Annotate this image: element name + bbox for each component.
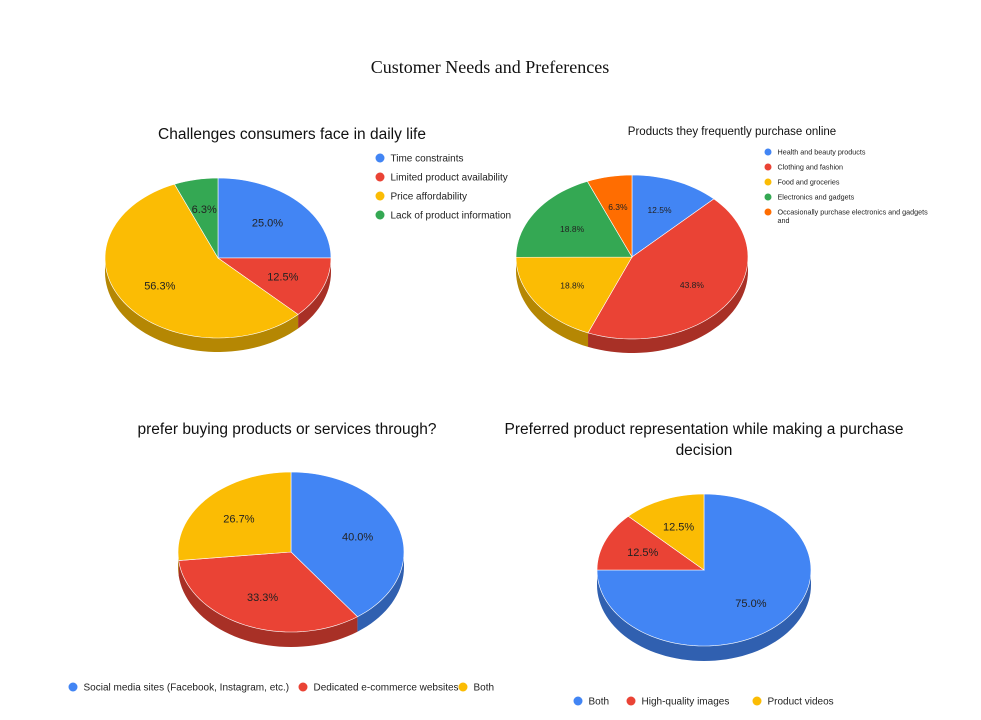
chart-4-title-line-2: decision xyxy=(676,442,733,459)
pie-slice-2 xyxy=(178,551,358,633)
legend-label-line: and xyxy=(778,216,790,225)
legend-item: Limited product availability xyxy=(375,172,508,184)
pie-slice-2 xyxy=(596,515,705,571)
pie-slice-5 xyxy=(586,174,633,259)
legend-swatch xyxy=(68,682,78,692)
legend-item: Both xyxy=(573,696,610,708)
pie-slice-1 xyxy=(217,177,332,259)
legend-swatch xyxy=(764,193,772,201)
legend-item: Electronics and gadgets xyxy=(764,193,855,202)
chart-2: 12.5% 43.8% 18.8% 18.8% 6.3% Health and beaut… xyxy=(515,148,929,353)
legend-label: High-quality images xyxy=(642,697,730,708)
legend-swatch xyxy=(458,682,468,692)
legend-label: Electronics and gadgets xyxy=(778,193,855,202)
pie-slice-2 xyxy=(217,257,332,315)
slice-data-label: 33.3% xyxy=(247,592,278,604)
legend-label: Social media sites (Facebook, Instagram,… xyxy=(84,683,290,694)
legend-label-line: Occasionally purchase electronics and ga… xyxy=(778,208,929,217)
legend-label: Clothing and fashion xyxy=(778,163,844,172)
legend-swatch xyxy=(375,191,385,201)
legend-item: Clothing and fashion xyxy=(764,163,844,172)
pie-slice-side xyxy=(357,552,404,632)
slice-data-label: 56.3% xyxy=(144,281,175,293)
pie-slice-4 xyxy=(515,180,633,258)
page-title: Customer Needs and Preferences xyxy=(371,57,609,77)
pie-slice-3 xyxy=(177,471,292,561)
legend-item: Social media sites (Facebook, Instagram,… xyxy=(68,682,290,694)
legend-swatch xyxy=(764,148,772,156)
slice-data-label: 12.5% xyxy=(627,547,658,559)
legend-swatch xyxy=(298,682,308,692)
legend-label: Time constraints xyxy=(391,154,464,165)
slice-data-label: 43.8% xyxy=(680,280,705,290)
chart-4-title-line-1: Preferred product representation while m… xyxy=(505,421,904,438)
legend-label: Product videos xyxy=(768,697,834,708)
pie-slice-3 xyxy=(627,493,705,571)
legend-label: Food and groceries xyxy=(778,178,840,187)
slice-data-label: 6.3% xyxy=(192,204,217,216)
chart-3-title: prefer buying products or services throu… xyxy=(138,421,437,438)
legend-label: Lack of product information xyxy=(391,211,512,222)
slice-data-label: 6.3% xyxy=(608,202,628,212)
legend-item: Both xyxy=(458,682,495,694)
legend-item: Lack of product information xyxy=(375,210,512,222)
legend-item: Health and beauty products xyxy=(764,148,866,157)
slice-data-label: 18.8% xyxy=(560,224,585,234)
legend-item: Price affordability xyxy=(375,191,468,203)
pie-slice-3 xyxy=(515,256,633,334)
legend-swatch xyxy=(375,210,385,220)
legend-label: Both xyxy=(589,697,610,708)
legend-item: Occasionally purchase electronics and ga… xyxy=(764,208,929,225)
chart-3: 40.0% 33.3% 26.7% Social media sites (Faceb… xyxy=(68,471,495,694)
slice-data-label: 12.5% xyxy=(663,521,694,533)
chart-4: 75.0% 12.5% 12.5% Both High-quality images Pr… xyxy=(573,493,834,708)
slice-data-label: 12.5% xyxy=(647,205,672,215)
legend-label: Price affordability xyxy=(391,192,468,203)
pie-slice-side xyxy=(516,257,589,347)
slice-data-label: 12.5% xyxy=(267,272,298,284)
chart-1: 25.0% 12.5% 56.3% 6.3% Time constraints Limit… xyxy=(104,153,512,352)
legend-item: High-quality images xyxy=(626,696,730,708)
legend-swatch xyxy=(573,696,583,706)
legend-item: Food and groceries xyxy=(764,178,840,187)
legend-label: Limited product availability xyxy=(391,173,508,184)
legend-swatch xyxy=(626,696,636,706)
slice-data-label: 26.7% xyxy=(223,514,254,526)
pie-slice-4 xyxy=(174,177,219,260)
pie-slice-1 xyxy=(290,471,405,618)
slice-data-label: 75.0% xyxy=(735,598,766,610)
pie-slice-2 xyxy=(587,198,749,340)
legend-swatch xyxy=(764,208,772,216)
pie-slice-side xyxy=(588,257,748,353)
legend-swatch xyxy=(375,172,385,182)
pie-slice-side xyxy=(597,570,811,661)
legend-item: Product videos xyxy=(752,696,834,708)
legend-item: Time constraints xyxy=(375,153,464,165)
legend-item: Dedicated e-commerce websites xyxy=(298,682,459,694)
legend-label: Both xyxy=(474,683,495,694)
legend-swatch xyxy=(375,153,385,163)
pie-slice-side xyxy=(105,258,299,352)
legend-swatch xyxy=(764,163,772,171)
pie-slice-1 xyxy=(631,174,715,258)
legend-label: Occasionally purchase electronics and ga… xyxy=(778,208,929,225)
legend-swatch xyxy=(764,178,772,186)
slice-data-label: 18.8% xyxy=(560,280,585,290)
pie-slice-side xyxy=(298,258,331,329)
legend-label: Health and beauty products xyxy=(778,148,866,157)
pie-slice-3 xyxy=(104,183,299,339)
chart-2-title: Products they frequently purchase online xyxy=(628,126,836,138)
chart-1-title: Challenges consumers face in daily life xyxy=(158,126,426,143)
legend-label: Dedicated e-commerce websites xyxy=(314,683,459,694)
pie-slice-side xyxy=(178,560,358,647)
slice-data-label: 25.0% xyxy=(252,218,283,230)
slice-data-label: 40.0% xyxy=(342,532,373,544)
legend-swatch xyxy=(752,696,762,706)
